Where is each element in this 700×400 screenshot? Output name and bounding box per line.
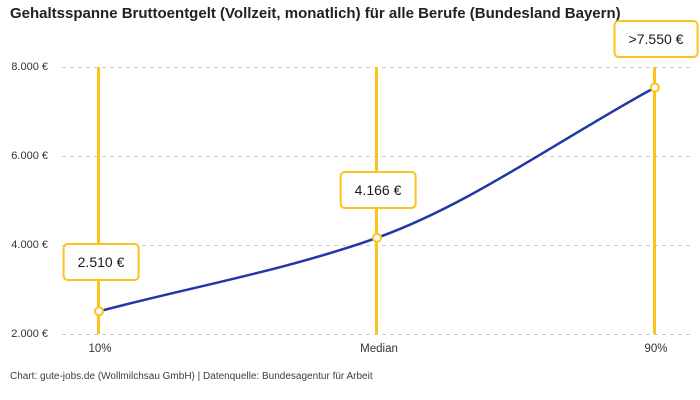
percentile-line-90 xyxy=(653,67,656,334)
x-axis-label-10: 10% xyxy=(88,343,112,355)
percentile-line-10 xyxy=(97,67,100,334)
y-axis-label-4000: 4.000 € xyxy=(11,239,48,251)
y-axis-label-8000: 8.000 € xyxy=(11,61,48,73)
chart-title: Gehaltsspanne Bruttoentgelt (Vollzeit, m… xyxy=(10,5,621,22)
chart-footer: Chart: gute-jobs.de (Wollmilchsau GmbH) … xyxy=(10,371,373,382)
value-label-10: 2.510 € xyxy=(62,243,140,281)
x-axis-label-median: Median xyxy=(360,343,398,355)
value-label-90: >7.550 € xyxy=(613,20,699,58)
gridline-4000 xyxy=(62,245,694,246)
gridline-8000 xyxy=(62,67,694,68)
x-axis-label-90: 90% xyxy=(644,343,668,355)
gridline-2000 xyxy=(62,334,694,335)
y-axis-label-2000: 2.000 € xyxy=(11,328,48,340)
y-axis-label-6000: 6.000 € xyxy=(11,150,48,162)
value-label-median: 4.166 € xyxy=(339,171,417,209)
gridline-6000 xyxy=(62,156,694,157)
